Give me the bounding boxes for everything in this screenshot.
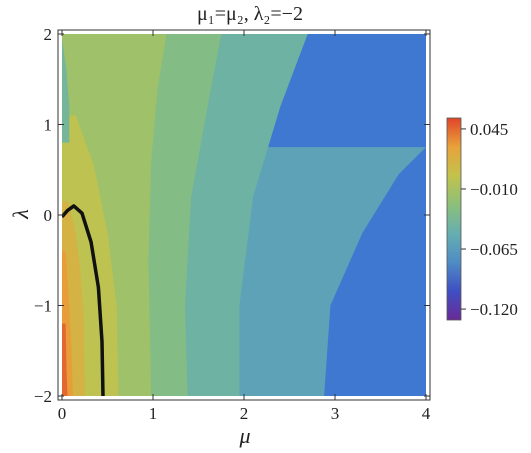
y-tick-label: 2 — [44, 25, 53, 44]
colorbar-gradient — [446, 117, 462, 321]
contour-edge-feature — [62, 38, 70, 143]
y-tick-label: −1 — [34, 297, 52, 316]
y-tick-label: 1 — [44, 116, 53, 135]
x-tick-label: 4 — [422, 404, 431, 423]
x-axis: 0 1 2 3 4 — [58, 30, 431, 423]
zero-contour-line — [62, 204, 105, 396]
colorbar-tick-label: −0.120 — [470, 300, 518, 319]
y-axis-label: λ — [8, 209, 33, 220]
x-tick-label: 1 — [149, 404, 158, 423]
x-tick-label: 2 — [240, 404, 249, 423]
plot-area — [62, 34, 426, 396]
y-tick-label: −2 — [34, 387, 52, 406]
colorbar-tick-label: −0.010 — [470, 180, 518, 199]
y-tick-label: 0 — [44, 206, 53, 225]
contour-fills — [62, 34, 426, 396]
x-axis-label: μ — [238, 423, 250, 448]
colorbar-ticks: 0.045 −0.010 −0.065 −0.120 — [461, 120, 518, 319]
x-tick-label: 3 — [331, 404, 340, 423]
colorbar-tick-label: 0.045 — [470, 120, 508, 139]
contour-band — [62, 323, 68, 396]
chart-title: μ₁=μ₂, λ₂=−2 — [197, 3, 303, 25]
colorbar: 0.045 −0.010 −0.065 −0.120 — [446, 117, 518, 321]
colorbar-tick-label: −0.065 — [470, 240, 518, 259]
y-axis: −2 −1 0 1 2 — [34, 25, 430, 406]
x-tick-label: 0 — [58, 404, 67, 423]
